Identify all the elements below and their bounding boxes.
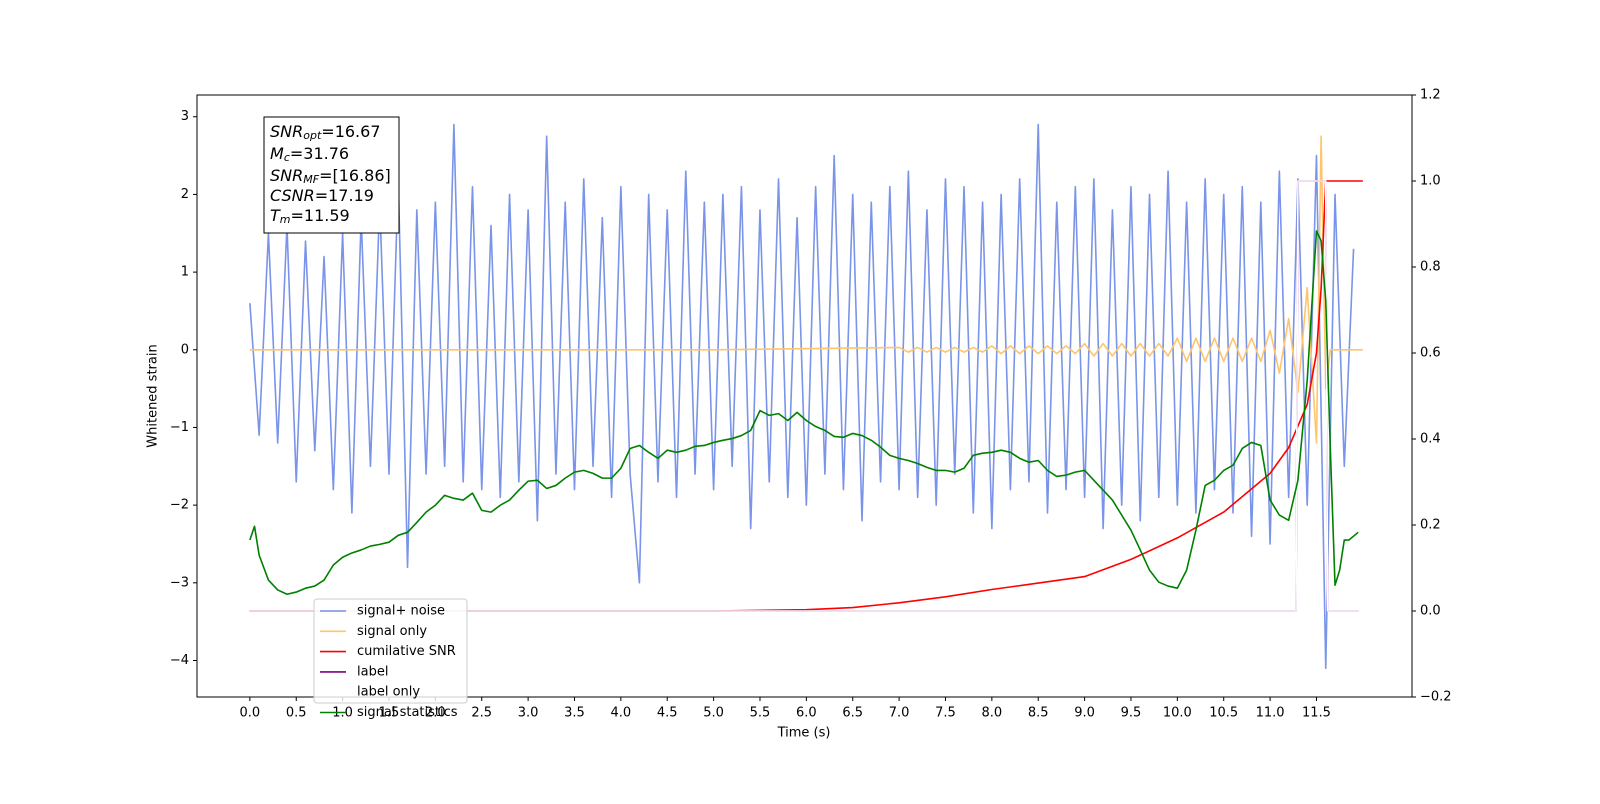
- x-tick-label: 10.0: [1163, 706, 1192, 721]
- annotation-symbol: M: [270, 144, 284, 163]
- y2-tick-label: 0.8: [1420, 260, 1441, 275]
- x-tick-label: 11.0: [1256, 706, 1285, 721]
- x-tick-label: 11.5: [1302, 706, 1331, 721]
- annotation-value: =17.19: [315, 186, 374, 205]
- x-tick-label: 7.0: [889, 706, 910, 721]
- x-axis-label: Time (s): [777, 726, 831, 741]
- x-tick-label: 4.0: [611, 706, 632, 721]
- legend-label: signal+ noise: [357, 604, 445, 619]
- y-tick-label: 2: [181, 187, 189, 202]
- x-tick-label: 8.0: [982, 706, 1003, 721]
- y-tick-label: −2: [170, 498, 189, 513]
- annotation-value: =16.67: [321, 122, 380, 141]
- series-line: [249, 180, 1363, 612]
- x-tick-label: 1.5: [379, 706, 400, 721]
- legend-label: signal only: [357, 624, 427, 639]
- x-tick-label: 10.5: [1209, 706, 1238, 721]
- legend-label: cumilative SNR: [357, 644, 456, 659]
- annotation-symbol: SNR: [270, 166, 303, 185]
- series-line: [249, 230, 1359, 596]
- x-tick-label: 0.0: [240, 706, 261, 721]
- annotation-subscript: c: [284, 151, 290, 164]
- x-tick-label: 5.0: [703, 706, 724, 721]
- x-tick-label: 3.0: [518, 706, 539, 721]
- annotation-value: =[16.86]: [319, 166, 391, 185]
- legend-label: label only: [357, 685, 420, 700]
- y2-tick-label: −0.2: [1420, 690, 1452, 705]
- y2-tick-label: 0.4: [1420, 432, 1441, 447]
- legend: signal+ noise signal only cumilative SNR la…: [313, 598, 468, 720]
- y-tick-label: 0: [181, 342, 189, 357]
- annotation-line: Mc=31.76: [270, 144, 349, 165]
- annotation-value: =31.76: [290, 144, 349, 163]
- annotation-subscript: MF: [303, 173, 319, 186]
- x-tick-label: 9.5: [1121, 706, 1142, 721]
- y-tick-label: −4: [170, 653, 189, 668]
- plot-marks: [249, 123, 1363, 670]
- x-tick-label: 2.5: [471, 706, 492, 721]
- annotation-line: SNRopt=16.67: [270, 122, 381, 143]
- annotation-symbol: T: [270, 206, 281, 225]
- annotation-symbol: CSNR: [270, 186, 315, 205]
- x-tick-label: 3.5: [564, 706, 585, 721]
- y-tick-label: −3: [170, 575, 189, 590]
- y-axis-label: Whitened strain: [146, 344, 161, 447]
- annotation-subscript: opt: [303, 129, 322, 142]
- annotation-value: =11.59: [291, 206, 350, 225]
- y2-tick-label: 0.2: [1420, 518, 1441, 533]
- y-tick-label: 1: [181, 265, 189, 280]
- y-tick-label: 3: [181, 109, 189, 124]
- legend-label: signal statistics: [357, 705, 458, 720]
- plot-frame: [196, 94, 1413, 698]
- x-tick-label: 2.0: [425, 706, 446, 721]
- legend-frame: [313, 598, 468, 704]
- x-tick-label: 6.0: [796, 706, 817, 721]
- annotation-symbol: SNR: [270, 122, 303, 141]
- x-tick-label: 6.5: [842, 706, 863, 721]
- annotation-box: SNRopt=16.67Mc=31.76SNRMF=[16.86]CSNR=17…: [263, 116, 400, 234]
- y2-tick-label: 0.0: [1420, 604, 1441, 619]
- series-line: [249, 180, 1359, 612]
- legend-label: label: [357, 664, 388, 679]
- x-tick-label: 5.5: [750, 706, 771, 721]
- y2-tick-label: 1.2: [1420, 88, 1441, 103]
- x-tick-label: 9.0: [1074, 706, 1095, 721]
- series-line: [249, 135, 1363, 444]
- x-tick-label: 7.5: [935, 706, 956, 721]
- x-tick-label: 8.5: [1028, 706, 1049, 721]
- annotation-line: Tm=11.59: [270, 206, 350, 227]
- annotation-line: CSNR=17.19: [270, 186, 374, 205]
- y-tick-label: −1: [170, 420, 189, 435]
- annotation-subscript: m: [280, 213, 291, 226]
- annotation-frame: [263, 116, 400, 234]
- annotation-line: SNRMF=[16.86]: [270, 166, 391, 187]
- x-tick-label: 0.5: [286, 706, 307, 721]
- y2-tick-label: 0.6: [1420, 346, 1441, 361]
- y2-tick-label: 1.0: [1420, 174, 1441, 189]
- x-tick-label: 4.5: [657, 706, 678, 721]
- series-line: [249, 123, 1355, 670]
